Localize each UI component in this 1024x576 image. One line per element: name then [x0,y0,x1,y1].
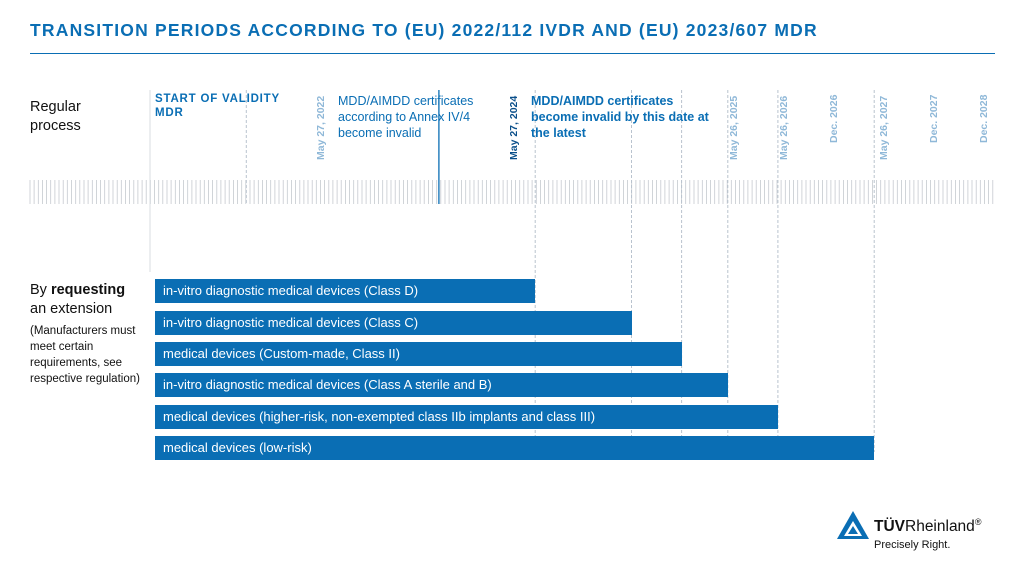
date-label-dec-2028: Dec. 2028 [978,94,990,143]
certificates-invalid-text: MDD/AIMDD certificates become invalid by… [531,94,709,140]
page-title: TRANSITION PERIODS ACCORDING TO (EU) 202… [30,20,818,40]
extension-label: By requesting an extension [30,282,126,317]
bar-ivd-class-d: in-vitro diagnostic medical devices (Cla… [155,279,536,303]
bar-md-higher-risk: medical devices (higher-risk, non-exempt… [155,405,778,429]
date-label-may-2022: May 27, 2022 [315,95,327,160]
bar-ivd-class-a-b: in-vitro diagnostic medical devices (Cla… [155,373,728,397]
date-label-may-2027: May 26, 2027 [878,95,890,160]
extension-bold: requesting [50,282,126,298]
bar-ivd-class-c: in-vitro diagnostic medical devices (Cla… [155,311,632,335]
annex-invalid-text: MDD/AIMDD certificates according to Anne… [338,94,474,140]
date-label-may-2026: May 26, 2026 [778,95,790,160]
extension-note: (Manufacturers must meet certain require… [30,325,140,385]
bar-md-low-risk: medical devices (low-risk) [155,436,875,460]
bar-md-custom-made: medical devices (Custom-made, Class II) [155,342,682,366]
regular-process-label: Regular process [30,99,81,134]
title-rule [30,53,995,54]
start-validity-text: START OF VALIDITY MDR [155,93,280,119]
date-label-may-2025: May 26, 2025 [728,95,740,160]
date-label-may-2024: May 27, 2024 [508,95,520,160]
date-label-dec-2026: Dec. 2026 [828,94,840,143]
tuv-triangle-logo-icon [837,511,869,539]
tuv-brand-name: TÜVRheinland® [874,517,982,536]
date-label-dec-2027: Dec. 2027 [928,94,940,143]
tuv-tagline: Precisely Right. [874,539,951,551]
